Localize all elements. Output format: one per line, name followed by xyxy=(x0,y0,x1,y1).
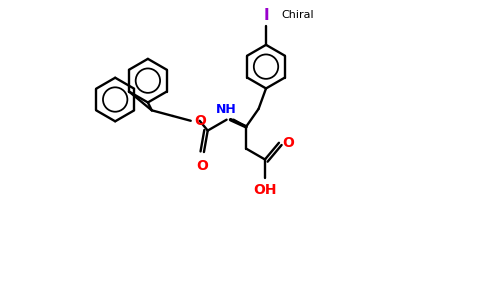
Text: NH: NH xyxy=(216,103,237,116)
Text: OH: OH xyxy=(253,183,277,197)
Text: O: O xyxy=(195,114,207,128)
Text: Chiral: Chiral xyxy=(282,11,315,20)
Text: I: I xyxy=(263,8,269,23)
Text: O: O xyxy=(282,136,294,150)
Text: O: O xyxy=(196,159,208,173)
